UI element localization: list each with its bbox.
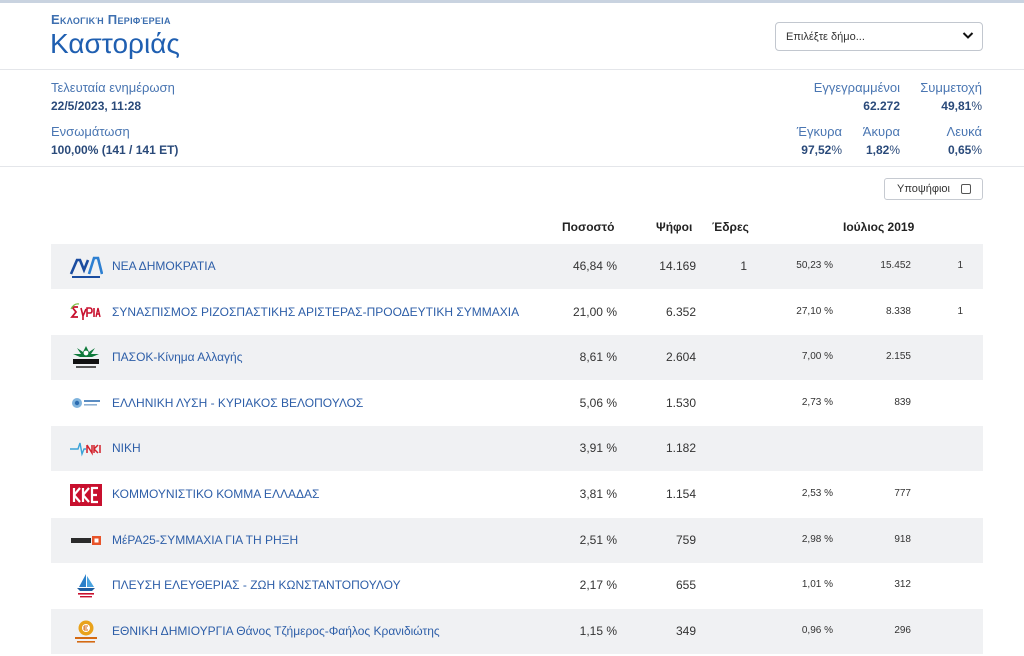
vote-percent: 5,06 % — [579, 396, 617, 410]
previous-percent: 1,01 % — [801, 579, 833, 590]
blank-label: Λευκά — [946, 124, 982, 139]
table-row[interactable]: ΠΑΣΟΚ-Κίνημα Αλλαγής 8,61 % 2.604 7,00 %… — [51, 335, 983, 380]
turnout-value: 49,81% — [941, 99, 982, 113]
party-name[interactable]: ΕΘΝΙΚΗ ΔΗΜΙΟΥΡΓΙΑ Θάνος Τζήμερος-Φαήλος … — [112, 624, 440, 638]
valid-label: Έγκυρα — [796, 124, 842, 139]
table-row[interactable]: ΜέΡΑ25-ΣΥΜΜΑΧΙΑ ΓΙΑ ΤΗ ΡΗΞΗ 2,51 % 759 2… — [51, 518, 983, 563]
vote-percent: 1,15 % — [579, 624, 617, 638]
previous-seats: 1 — [957, 306, 963, 317]
pasok-logo-icon — [73, 346, 99, 368]
region-name: Καστοριάς — [50, 28, 180, 59]
previous-percent: 2,98 % — [801, 534, 833, 545]
candidates-toggle-label: Υποψήφιοι — [897, 183, 950, 195]
seat-count: 1 — [740, 259, 747, 273]
previous-percent: 50,23 % — [796, 260, 833, 271]
table-row[interactable]: ΝΕΑ ΔΗΜΟΚΡΑΤΙΑ 46,84 % 14.169 1 50,23 % … — [51, 244, 983, 289]
blank-value: 0,65% — [947, 143, 982, 157]
vote-percent: 8,61 % — [579, 350, 617, 364]
invalid-label: Άκυρα — [862, 124, 900, 139]
party-name[interactable]: ΝΙΚΗ — [112, 441, 141, 455]
nd-logo-icon — [69, 256, 103, 278]
table-row[interactable]: ΕΘΝΙΚΗ ΔΗΜΙΟΥΡΓΙΑ Θάνος Τζήμερος-Φαήλος … — [51, 609, 983, 654]
region-label: Εκλογική Περιφέρεια — [51, 12, 171, 27]
column-header-previous: Ιούλιος 2019 — [843, 220, 915, 234]
vote-percent: 3,81 % — [579, 487, 617, 501]
vote-percent: 2,17 % — [579, 578, 617, 592]
previous-percent: 0,96 % — [801, 625, 833, 636]
syriza-logo-icon — [70, 303, 101, 320]
turnout-label: Συμμετοχή — [920, 80, 982, 95]
registered-label: Εγγεγραμμένοι — [813, 80, 900, 95]
vote-percent: 2,51 % — [579, 533, 617, 547]
kke-logo-icon — [70, 484, 102, 506]
candidates-toggle[interactable]: Υποψήφιοι — [884, 178, 983, 200]
vote-percent: 3,91 % — [579, 441, 617, 455]
previous-votes: 918 — [894, 534, 911, 545]
previous-percent: 27,10 % — [796, 306, 833, 317]
party-name[interactable]: ΠΛΕΥΣΗ ΕΛΕΥΘΕΡΙΑΣ - ΖΩΗ ΚΩΝΣΤΑΝΤΟΠΟΥΛΟΥ — [112, 578, 401, 592]
party-name[interactable]: ΠΑΣΟΚ-Κίνημα Αλλαγής — [112, 350, 243, 364]
elliniki-lysi-logo-icon — [72, 398, 100, 408]
valid-value: 97,52% — [801, 143, 842, 157]
party-name[interactable]: ΜέΡΑ25-ΣΥΜΜΑΧΙΑ ΓΙΑ ΤΗ ΡΗΞΗ — [112, 533, 299, 547]
previous-votes: 15.452 — [880, 260, 911, 271]
previous-votes: 2.155 — [885, 351, 911, 362]
top-border — [0, 0, 1024, 3]
mera25-logo-icon — [71, 536, 101, 545]
integration-value: 100,00% (141 / 141 ΕΤ) — [51, 143, 179, 157]
vote-count: 6.352 — [665, 305, 696, 319]
previous-votes: 8.338 — [885, 306, 911, 317]
table-row[interactable]: ΚΟΜΜΟΥΝΙΣΤΙΚΟ ΚΟΜΜΑ ΕΛΛΑΔΑΣ 3,81 % 1.154… — [51, 472, 983, 517]
last-update-value: 22/5/2023, 11:28 — [51, 99, 142, 113]
table-row[interactable]: ΕΛΛΗΝΙΚΗ ΛΥΣΗ - ΚΥΡΙΑΚΟΣ ΒΕΛΟΠΟΥΛΟΣ 5,06… — [51, 381, 983, 426]
party-name[interactable]: ΣΥΝΑΣΠΙΣΜΟΣ ΡΙΖΟΣΠΑΣΤΙΚΗΣ ΑΡΙΣΤΕΡΑΣ-ΠΡΟΟ… — [112, 305, 520, 319]
ethniki-dimiourgia-logo-icon — [75, 620, 97, 643]
vote-count: 349 — [675, 624, 696, 638]
municipality-select-value: Επιλέξτε δήμο... — [786, 31, 865, 43]
registered-value: 62.272 — [863, 99, 900, 113]
party-name[interactable]: ΝΕΑ ΔΗΜΟΚΡΑΤΙΑ — [112, 259, 216, 273]
candidates-checkbox[interactable] — [961, 184, 971, 194]
column-header-votes: Ψήφοι — [656, 220, 693, 234]
integration-label: Ενσωμάτωση — [51, 124, 130, 139]
table-row[interactable]: ΣΥΝΑΣΠΙΣΜΟΣ ΡΙΖΟΣΠΑΣΤΙΚΗΣ ΑΡΙΣΤΕΡΑΣ-ΠΡΟΟ… — [51, 290, 983, 335]
column-header-percent: Ποσοστό — [562, 220, 615, 234]
page-header: Εκλογική Περιφέρεια Καστοριάς Επιλέξτε δ… — [0, 3, 1024, 70]
column-header-seats: Έδρες — [712, 220, 749, 234]
chevron-down-icon — [962, 32, 974, 39]
previous-percent: 2,53 % — [801, 488, 833, 499]
plefsi-eleftherias-logo-icon — [77, 574, 95, 598]
vote-count: 1.530 — [665, 396, 696, 410]
previous-percent: 2,73 % — [801, 397, 833, 408]
previous-votes: 312 — [894, 579, 911, 590]
vote-count: 1.154 — [665, 487, 696, 501]
invalid-value: 1,82% — [865, 143, 900, 157]
previous-seats: 1 — [957, 260, 963, 271]
table-row[interactable]: ΝΙΚΗ 3,91 % 1.182 — [51, 426, 983, 471]
previous-votes: 296 — [894, 625, 911, 636]
vote-percent: 21,00 % — [572, 305, 617, 319]
last-update-label: Τελευταία ενημέρωση — [51, 80, 175, 95]
niki-logo-icon — [70, 442, 101, 457]
vote-count: 2.604 — [665, 350, 696, 364]
party-name[interactable]: ΕΛΛΗΝΙΚΗ ΛΥΣΗ - ΚΥΡΙΑΚΟΣ ΒΕΛΟΠΟΥΛΟΣ — [112, 396, 364, 410]
vote-percent: 46,84 % — [572, 259, 617, 273]
previous-votes: 839 — [894, 397, 911, 408]
vote-count: 655 — [675, 578, 696, 592]
party-name[interactable]: ΚΟΜΜΟΥΝΙΣΤΙΚΟ ΚΟΜΜΑ ΕΛΛΑΔΑΣ — [112, 487, 320, 501]
vote-count: 1.182 — [665, 441, 696, 455]
previous-percent: 7,00 % — [801, 351, 833, 362]
vote-count: 759 — [675, 533, 696, 547]
municipality-select[interactable]: Επιλέξτε δήμο... — [775, 22, 983, 51]
summary-stats: Τελευταία ενημέρωση 22/5/2023, 11:28 Ενσ… — [0, 70, 1024, 167]
vote-count: 14.169 — [659, 259, 696, 273]
previous-votes: 777 — [894, 488, 911, 499]
table-row[interactable]: ΠΛΕΥΣΗ ΕΛΕΥΘΕΡΙΑΣ - ΖΩΗ ΚΩΝΣΤΑΝΤΟΠΟΥΛΟΥ … — [51, 563, 983, 608]
